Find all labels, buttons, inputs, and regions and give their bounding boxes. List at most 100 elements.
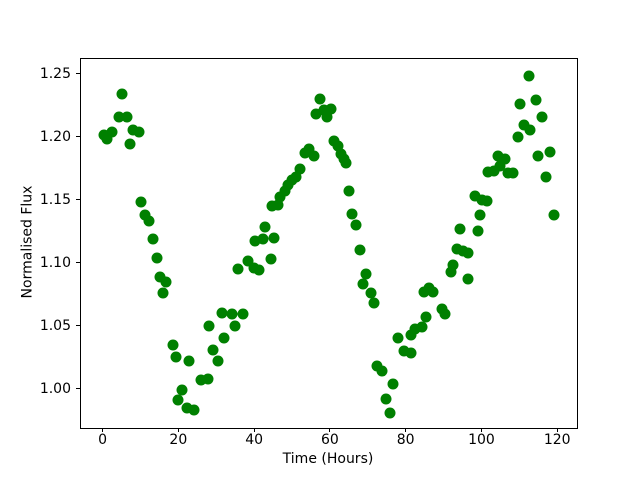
scatter-point <box>101 133 113 145</box>
scatter-point <box>172 394 184 406</box>
scatter-point <box>445 266 457 278</box>
scatter-point <box>518 119 530 131</box>
scatter-point <box>318 104 330 116</box>
scatter-point <box>530 94 541 106</box>
x-tick-label: 20 <box>169 432 188 448</box>
scatter-point <box>143 215 155 227</box>
scatter-point <box>147 233 159 245</box>
scatter-point <box>188 404 200 416</box>
scatter-point <box>116 88 128 100</box>
scatter-point <box>265 253 277 265</box>
scatter-point <box>360 268 372 280</box>
scatter-point <box>350 219 362 231</box>
y-tick-mark <box>76 136 80 138</box>
scatter-point <box>229 320 241 332</box>
y-tick-label: 1.25 <box>39 65 71 82</box>
y-tick-label: 1.10 <box>39 254 71 271</box>
scatter-point <box>202 373 214 385</box>
scatter-point <box>237 308 249 320</box>
x-tick-label: 100 <box>468 432 495 448</box>
scatter-point <box>203 320 215 332</box>
scatter-point <box>368 297 380 309</box>
y-tick-label: 1.05 <box>39 317 71 334</box>
scatter-point <box>405 347 417 359</box>
scatter-point <box>371 360 383 372</box>
y-axis-label: Normalised Flux <box>19 185 36 299</box>
x-tick-mark <box>102 428 104 432</box>
scatter-point <box>181 402 193 414</box>
scatter-point <box>272 199 284 211</box>
scatter-point <box>167 339 178 351</box>
scatter-point <box>274 191 286 203</box>
scatter-point <box>469 190 481 202</box>
scatter-point <box>492 150 504 162</box>
scatter-point <box>124 138 136 150</box>
scatter-point <box>384 407 396 419</box>
scatter-point <box>242 255 254 267</box>
scatter-point <box>170 351 182 363</box>
scatter-point <box>216 307 228 319</box>
scatter-point <box>268 232 280 244</box>
scatter-point <box>540 171 552 183</box>
scatter-point <box>439 308 451 320</box>
scatter-point <box>294 163 306 175</box>
y-tick-label: 1.00 <box>39 380 71 397</box>
scatter-point <box>548 209 560 221</box>
x-tick-label: 60 <box>320 432 339 448</box>
scatter-point <box>207 344 219 356</box>
scatter-point <box>512 131 524 143</box>
scatter-point <box>226 308 238 320</box>
scatter-point <box>253 264 265 276</box>
y-tick-label: 1.20 <box>39 128 71 145</box>
scatter-point <box>133 126 145 138</box>
x-tick-mark <box>329 428 331 432</box>
scatter-point <box>157 287 169 299</box>
y-tick-mark <box>76 73 80 75</box>
scatter-point <box>514 98 526 110</box>
scatter-point <box>325 103 337 115</box>
scatter-point <box>365 287 377 299</box>
scatter-point <box>212 355 224 367</box>
scatter-point <box>176 384 188 396</box>
scatter-point <box>451 243 463 255</box>
x-tick-mark <box>177 428 179 432</box>
scatter-point <box>507 167 519 179</box>
scatter-point <box>310 108 322 120</box>
x-tick-mark <box>556 428 558 432</box>
scatter-point <box>392 332 404 344</box>
scatter-point <box>308 150 320 162</box>
scatter-point <box>121 111 133 123</box>
scatter-point <box>282 179 294 191</box>
scatter-point <box>454 223 466 235</box>
x-tick-label: 0 <box>98 432 107 448</box>
scatter-point <box>376 365 388 377</box>
plot-area <box>80 58 578 429</box>
y-tick-label: 1.15 <box>39 191 71 208</box>
scatter-point <box>544 146 556 158</box>
x-tick-label: 80 <box>396 432 415 448</box>
scatter-point <box>346 208 358 220</box>
scatter-point <box>474 209 486 221</box>
scatter-point <box>357 278 369 290</box>
scatter-point <box>218 332 230 344</box>
scatter-point <box>279 185 291 197</box>
scatter-point <box>462 273 474 285</box>
scatter-point <box>332 140 344 152</box>
scatter-point <box>195 374 207 386</box>
scatter-point <box>232 263 244 275</box>
scatter-point <box>343 185 355 197</box>
scatter-point <box>488 165 500 177</box>
scatter-point <box>160 276 172 288</box>
scatter-point <box>113 111 125 123</box>
scatter-point <box>154 271 166 283</box>
scatter-point <box>387 378 399 390</box>
scatter-point <box>303 143 315 155</box>
scatter-point <box>257 233 269 245</box>
scatter-point <box>420 311 432 323</box>
scatter-point <box>139 209 151 221</box>
scatter-point <box>409 323 421 335</box>
x-tick-mark <box>405 428 407 432</box>
scatter-point <box>427 286 439 298</box>
scatter-point <box>321 111 333 123</box>
